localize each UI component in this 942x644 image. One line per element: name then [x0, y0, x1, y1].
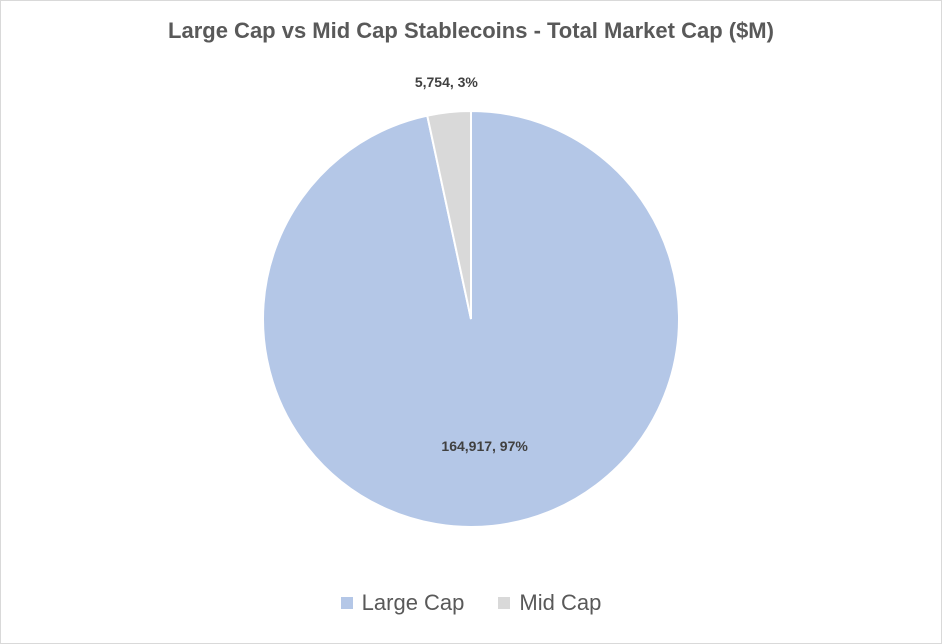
legend-label-large-cap: Large Cap: [361, 590, 465, 615]
legend-swatch-mid-cap: [498, 597, 511, 609]
legend-swatch-large-cap: [340, 597, 353, 609]
data-label-large-cap: 164,917, 97%: [441, 438, 528, 454]
pie-slice-mid-cap: [426, 109, 472, 320]
chart-legend: Large Cap Mid Cap: [0, 590, 942, 616]
data-label-mid-cap: 5,754, 3%: [415, 74, 479, 90]
chart-title: Large Cap vs Mid Cap Stablecoins - Total…: [168, 18, 774, 43]
legend-item-mid-cap: Mid Cap: [498, 590, 601, 616]
legend-item-large-cap: Large Cap: [340, 590, 465, 616]
legend-label-mid-cap: Mid Cap: [519, 590, 602, 615]
